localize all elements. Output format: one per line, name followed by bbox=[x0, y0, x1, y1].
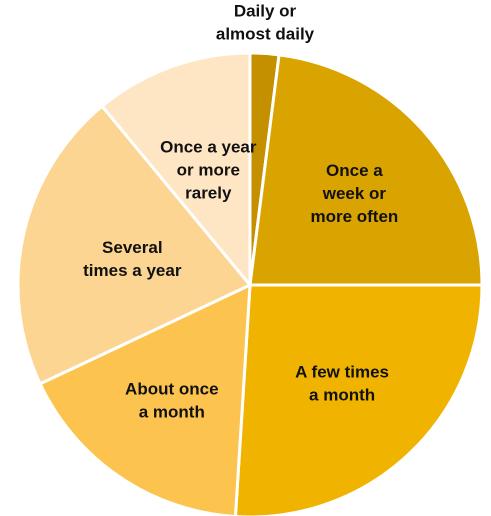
slice-label-line: week or bbox=[322, 184, 387, 203]
slice-label-line: Once a bbox=[326, 161, 383, 180]
pie-slice-once-a-week-or-more-often bbox=[248, 53, 484, 287]
pie-slice-several-times-a-year bbox=[16, 104, 253, 386]
slice-label-line: a month bbox=[139, 403, 205, 422]
pie-slice-a-few-times-a-month bbox=[233, 283, 484, 516]
slice-label-daily-or-almost-daily: Daily or almost daily bbox=[216, 2, 315, 44]
slice-label-line: rarely bbox=[185, 183, 232, 202]
slice-label-line: or more bbox=[177, 160, 240, 179]
slice-label-line: almost daily bbox=[216, 25, 315, 44]
slice-label-line: Several bbox=[102, 238, 163, 257]
slice-label-line: times a year bbox=[83, 261, 182, 280]
pie-slice-once-a-year-or-more-rarely bbox=[100, 51, 252, 290]
slice-label-line: more often bbox=[310, 207, 398, 226]
slice-label-line: A few times bbox=[295, 363, 389, 382]
pie-slice-about-once-a-month bbox=[38, 282, 252, 516]
slice-label-once-a-year-or-more-rarely: Once a year or more rarely bbox=[160, 137, 257, 202]
slice-label-several-times-a-year: Several times a year bbox=[83, 238, 182, 280]
slice-label-line: Daily or bbox=[234, 2, 297, 21]
slice-label-about-once-a-month: About once a month bbox=[125, 380, 219, 422]
slice-label-line: Once a year bbox=[160, 137, 257, 156]
slice-label-line: a month bbox=[309, 386, 375, 405]
slice-label-a-few-times-a-month: A few times a month bbox=[295, 363, 389, 405]
labels-layer: Daily or almost daily Once a week or more of… bbox=[83, 2, 398, 422]
slice-label-once-a-week-or-more-often: Once a week or more often bbox=[310, 161, 398, 226]
slice-label-line: About once bbox=[125, 380, 219, 399]
slices-layer bbox=[16, 51, 484, 516]
